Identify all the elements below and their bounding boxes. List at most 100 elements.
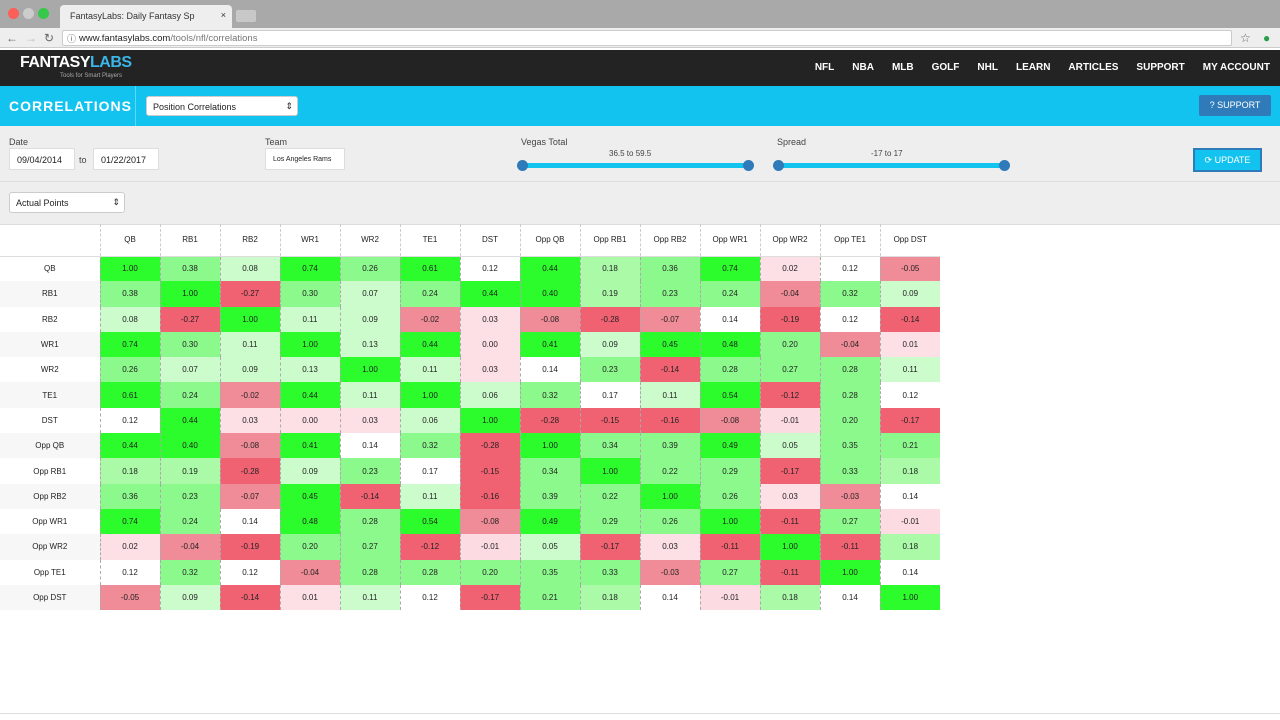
- browser-tab[interactable]: FantasyLabs: Daily Fantasy Sp ×: [60, 5, 232, 28]
- correlation-cell: -0.11: [759, 559, 820, 585]
- spread-max-handle[interactable]: [999, 160, 1010, 171]
- fantasylabs-logo[interactable]: FANTASYLABS Tools for Smart Players: [20, 54, 132, 79]
- correlation-cell: 0.14: [339, 433, 400, 459]
- spread-min-handle[interactable]: [773, 160, 784, 171]
- correlation-cell: -0.07: [219, 483, 280, 509]
- correlation-cell: 0.18: [579, 584, 640, 611]
- vegas-total-slider[interactable]: [517, 160, 754, 171]
- vegas-total-range: 36.5 to 59.5: [609, 149, 652, 158]
- bookmark-star-icon[interactable]: ☆: [1240, 31, 1251, 45]
- correlation-cell: 0.45: [279, 483, 340, 509]
- column-header[interactable]: Opp DST: [879, 224, 940, 257]
- correlation-cell: 0.48: [699, 331, 760, 358]
- nav-link-nfl[interactable]: NFL: [814, 62, 835, 73]
- column-header[interactable]: WR1: [279, 224, 340, 257]
- correlation-cell: 0.18: [879, 458, 940, 484]
- column-header[interactable]: Opp TE1: [819, 224, 880, 257]
- vegas-max-handle[interactable]: [743, 160, 754, 171]
- correlation-cell: -0.11: [819, 534, 880, 560]
- reload-icon[interactable]: ↻: [44, 31, 55, 45]
- correlation-cell: 0.11: [399, 357, 460, 383]
- nav-link-learn[interactable]: LEARN: [1015, 62, 1051, 73]
- correlation-cell: -0.11: [759, 508, 820, 535]
- correlation-cell: 0.05: [519, 534, 580, 560]
- extension-icon[interactable]: ●: [1263, 31, 1271, 45]
- correlation-cell: 0.22: [639, 458, 700, 484]
- column-header[interactable]: Opp RB2: [639, 224, 700, 257]
- metric-select[interactable]: Actual Points ⇕: [9, 192, 125, 213]
- back-icon[interactable]: ←: [6, 31, 18, 45]
- nav-link-my-account[interactable]: MY ACCOUNT: [1202, 62, 1270, 73]
- close-window-icon[interactable]: [8, 8, 19, 19]
- correlation-cell: 0.26: [339, 256, 400, 282]
- column-header[interactable]: WR2: [339, 224, 400, 257]
- correlation-cell: -0.01: [459, 534, 520, 560]
- correlation-cell: 0.26: [639, 508, 700, 535]
- correlation-cell: 0.09: [879, 281, 940, 307]
- support-button[interactable]: ? SUPPORT: [1199, 95, 1271, 116]
- correlation-cell: -0.14: [879, 306, 940, 332]
- vegas-total-label: Vegas Total: [521, 137, 568, 147]
- correlation-cell: 0.26: [699, 483, 760, 509]
- column-header[interactable]: Opp QB: [519, 224, 580, 257]
- forward-icon[interactable]: →: [25, 31, 37, 45]
- nav-link-support[interactable]: SUPPORT: [1136, 62, 1185, 73]
- correlation-cell: 0.22: [579, 483, 640, 509]
- table-row: QB 1.00 0.38 0.08 0.74 0.26 0.61 0.12 0.44 0.18 0.…: [0, 256, 940, 282]
- column-header[interactable]: Opp RB1: [579, 224, 640, 257]
- url-input[interactable]: ⓘ www.fantasylabs.com/tools/nfl/correlati…: [62, 30, 1232, 46]
- select-arrows-icon: ⇕: [285, 101, 293, 111]
- correlation-cell: 1.00: [699, 508, 760, 535]
- date-from-input[interactable]: 09/04/2014: [9, 148, 75, 170]
- nav-link-nhl[interactable]: NHL: [977, 62, 998, 73]
- correlation-cell: 0.34: [579, 433, 640, 459]
- refresh-icon: ⟳: [1204, 155, 1215, 165]
- column-header[interactable]: RB2: [219, 224, 280, 257]
- nav-link-nba[interactable]: NBA: [852, 62, 874, 73]
- view-select[interactable]: Position Correlations ⇕: [146, 96, 298, 116]
- logo-tagline: Tools for Smart Players: [60, 73, 123, 79]
- minimize-window-icon[interactable]: [23, 8, 34, 19]
- correlation-cell: -0.12: [759, 382, 820, 408]
- column-header[interactable]: TE1: [399, 224, 460, 257]
- column-header[interactable]: DST: [459, 224, 520, 257]
- correlation-cell: -0.02: [219, 382, 280, 408]
- correlation-cell: 0.11: [639, 382, 700, 408]
- url-host: www.fantasylabs.com: [79, 33, 171, 44]
- correlation-cell: 1.00: [639, 483, 700, 509]
- correlation-cell: 0.11: [339, 382, 400, 408]
- correlation-cell: 0.27: [699, 559, 760, 585]
- correlation-cell: 0.38: [159, 256, 220, 282]
- new-tab-button[interactable]: [236, 10, 256, 22]
- column-header[interactable]: Opp WR2: [759, 224, 820, 257]
- spread-slider[interactable]: [773, 160, 1010, 171]
- metric-row: Actual Points ⇕: [0, 182, 1280, 224]
- column-header[interactable]: Opp WR1: [699, 224, 760, 257]
- tab-title: FantasyLabs: Daily Fantasy Sp: [70, 11, 195, 21]
- correlation-cell: 0.38: [99, 281, 160, 307]
- correlation-cell: 0.23: [159, 483, 220, 509]
- correlation-cell: -0.01: [699, 584, 760, 611]
- correlation-cell: 0.36: [639, 256, 700, 282]
- correlation-cell: 0.05: [759, 433, 820, 459]
- correlation-cell: -0.03: [819, 483, 880, 509]
- nav-link-golf[interactable]: GOLF: [931, 62, 960, 73]
- nav-link-articles[interactable]: ARTICLES: [1068, 62, 1119, 73]
- header-row: QB RB1 RB2 WR1 WR2 TE1 DST Opp QB Opp RB1 Opp RB2…: [0, 224, 940, 257]
- correlation-cell: 0.14: [219, 508, 280, 535]
- correlation-cell: 0.44: [279, 382, 340, 408]
- maximize-window-icon[interactable]: [38, 8, 49, 19]
- correlation-cell: 0.27: [759, 357, 820, 383]
- vegas-min-handle[interactable]: [517, 160, 528, 171]
- close-tab-icon[interactable]: ×: [220, 10, 226, 20]
- column-header[interactable]: QB: [99, 224, 160, 257]
- column-header[interactable]: RB1: [159, 224, 220, 257]
- team-input[interactable]: Los Angeles Rams: [265, 148, 345, 170]
- date-to-input[interactable]: 01/22/2017: [93, 148, 159, 170]
- update-button[interactable]: ⟳ UPDATE: [1193, 148, 1262, 172]
- table-row: Opp WR1 0.74 0.24 0.14 0.48 0.28 0.54 -0.08 0.49…: [0, 508, 940, 535]
- correlation-cell: 0.08: [99, 306, 160, 332]
- nav-link-mlb[interactable]: MLB: [891, 62, 914, 73]
- correlation-cell: 0.03: [459, 357, 520, 383]
- correlation-cell: 0.39: [519, 483, 580, 509]
